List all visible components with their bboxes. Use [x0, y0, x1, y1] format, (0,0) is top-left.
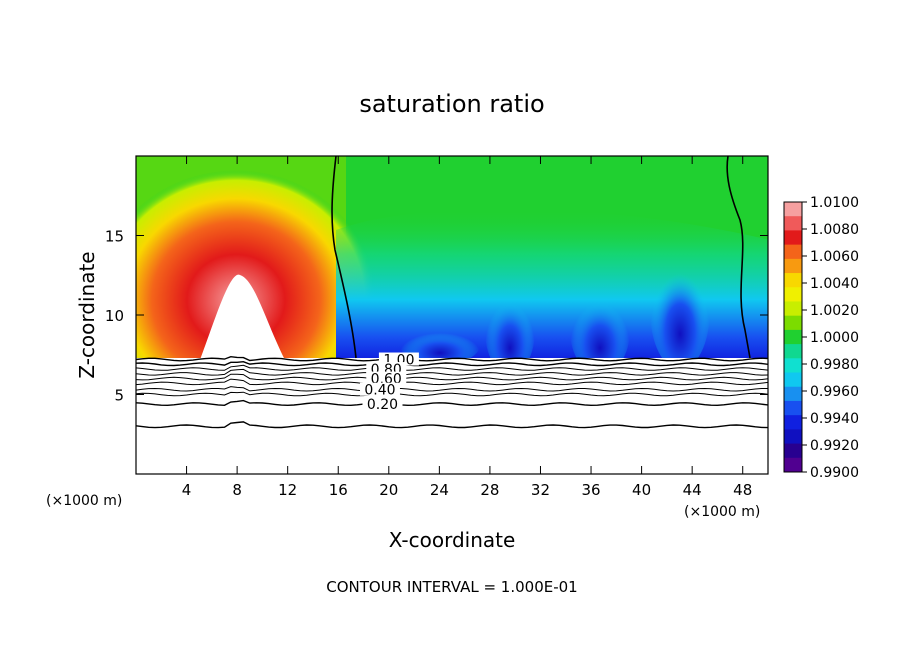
x-tick-label: 48	[733, 481, 752, 499]
z-tick-label: 15	[105, 228, 124, 246]
x-unit-label: (×1000 m)	[684, 504, 760, 520]
z-axis: 5 10 15	[105, 228, 768, 405]
colorbar-label: 1.0080	[810, 222, 859, 238]
colorbar-label: 1.0000	[810, 330, 859, 346]
contour-field	[136, 156, 768, 474]
x-tick-label: 20	[379, 481, 398, 499]
saturation-boundaries	[331, 156, 751, 359]
colorbar-label: 0.9980	[810, 357, 859, 373]
contour-line	[136, 378, 768, 386]
x-tick-label: 36	[581, 481, 600, 499]
colorbar-swatch	[784, 400, 802, 416]
colorbar-swatch	[784, 457, 802, 473]
contour-label-bg	[366, 371, 407, 385]
contour-line	[136, 373, 768, 381]
colorbar-swatch	[784, 273, 802, 288]
contour-lines	[136, 355, 768, 429]
x-tick-label: 28	[480, 481, 499, 499]
x-tick-label: 44	[683, 481, 702, 499]
x-tick-label: 24	[430, 481, 449, 499]
colorbar-label: 1.0060	[810, 249, 859, 265]
contour-line	[136, 391, 768, 397]
contour-label-bg	[362, 397, 403, 411]
x-tick-label: 32	[531, 481, 550, 499]
contour-line	[136, 368, 768, 376]
colorbar-swatch	[784, 386, 802, 402]
colorbar-swatch	[784, 443, 802, 459]
colorbar-label: 0.9960	[810, 384, 859, 400]
colorbar-swatch	[784, 287, 802, 302]
colorbar-label: 0.9940	[810, 411, 859, 427]
z-unit-label: (×1000 m)	[46, 493, 122, 509]
colorbar-swatch	[784, 244, 802, 260]
z-tick-label: 10	[105, 307, 124, 325]
colorbar-swatch	[784, 258, 802, 274]
colorbar-label: 1.0020	[810, 303, 859, 319]
colorbar-swatch	[784, 301, 802, 317]
colorbar-swatch	[784, 372, 802, 388]
z-tick-label: 5	[114, 387, 124, 405]
x-tick-label: 40	[632, 481, 651, 499]
contour-interval: CONTOUR INTERVAL = 1.000E-01	[326, 578, 577, 596]
x-axis-label: X-coordinate	[389, 528, 516, 552]
contour-label: 0.40	[364, 383, 395, 399]
colorbar-swatch	[784, 429, 802, 445]
cloud-white-region	[200, 274, 285, 360]
x-tick-label: 4	[182, 481, 192, 499]
contour-line	[136, 421, 768, 429]
contour-line	[136, 355, 768, 362]
contour-line	[136, 399, 768, 407]
colorbar: 1.0100 1.0080 1.0060 1.0040 1.0020 1.0000 0.99…	[783, 195, 859, 481]
contour-line	[136, 386, 768, 392]
z-axis-label: Z-coordinate	[75, 251, 99, 378]
colorbar-label: 0.9900	[810, 465, 859, 481]
colorbar-swatch	[784, 230, 802, 246]
colorbar-swatch	[784, 216, 802, 231]
x-axis: 4 8 12 16 20 24 28 32 36 40 44 48	[182, 156, 752, 499]
x-tick-label: 16	[329, 481, 348, 499]
colorbar-label: 1.0100	[810, 195, 859, 211]
colorbar-swatch	[784, 415, 802, 430]
contour-label: 0.20	[367, 397, 398, 413]
x-tick-label: 8	[232, 481, 242, 499]
colorbar-label: 0.9920	[810, 438, 859, 454]
colorbar-swatch	[784, 344, 802, 359]
contour-line	[136, 360, 768, 367]
colorbar-swatch	[784, 358, 802, 374]
colorbar-swatch	[784, 329, 802, 345]
colorbar-label: 1.0040	[810, 276, 859, 292]
contour-line	[136, 364, 768, 371]
colorbar-swatch	[784, 315, 802, 331]
contour-label-bg	[359, 382, 400, 396]
contour-labels: 1.000.800.600.400.20	[359, 352, 419, 413]
colorbar-swatch	[784, 202, 802, 217]
chart-title: saturation ratio	[359, 90, 544, 118]
x-tick-label: 12	[278, 481, 297, 499]
